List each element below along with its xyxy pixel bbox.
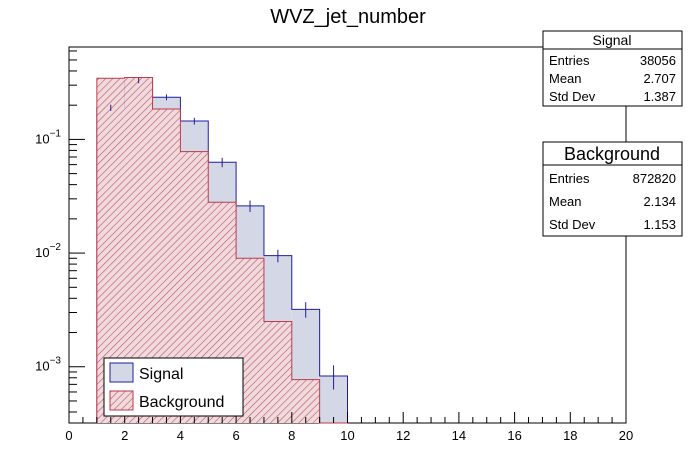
y-tick-label: 10−2 <box>35 242 61 260</box>
legend-background-swatch <box>109 390 134 411</box>
background-mean-value: 2.134 <box>643 194 676 209</box>
signal-error-bars <box>110 77 335 390</box>
legend-signal-swatch <box>109 362 134 383</box>
x-tick-label: 16 <box>507 428 521 443</box>
background-entries-value: 872820 <box>633 171 676 186</box>
legend: Signal Background <box>103 357 244 417</box>
background-stddev-value: 1.153 <box>643 217 676 232</box>
background-outline <box>96 77 348 424</box>
signal-entries-value: 38056 <box>640 53 676 68</box>
x-tick-label: 6 <box>232 428 239 443</box>
x-tick-label: 12 <box>396 428 410 443</box>
chart-title: WVZ_jet_number <box>270 6 426 28</box>
signal-stats-box: Signal Entries 38056 Mean 2.707 Std Dev … <box>542 30 683 107</box>
background-mean-label: Mean <box>549 194 582 209</box>
x-tick-label: 10 <box>340 428 354 443</box>
y-tick-label: 10−3 <box>35 356 61 374</box>
x-tick-label: 8 <box>288 428 295 443</box>
axes: 0 2 4 6 8 10 12 14 16 18 20 10−1 10−2 10−3 <box>35 50 633 443</box>
background-stddev-label: Std Dev <box>549 217 596 232</box>
x-tick-label: 0 <box>65 428 72 443</box>
signal-stddev-label: Std Dev <box>549 89 596 104</box>
x-tick-label: 18 <box>563 428 577 443</box>
signal-mean-value: 2.707 <box>643 71 676 86</box>
x-tick-label: 14 <box>452 428 466 443</box>
signal-stats-title: Signal <box>593 32 632 48</box>
background-entries-label: Entries <box>549 171 590 186</box>
signal-stddev-value: 1.387 <box>643 89 676 104</box>
legend-signal-label: Signal <box>139 366 183 383</box>
signal-mean-label: Mean <box>549 71 582 86</box>
x-tick-label: 2 <box>121 428 128 443</box>
background-stats-title: Background <box>564 144 660 164</box>
legend-background-label: Background <box>139 394 224 411</box>
x-tick-label: 20 <box>619 428 633 443</box>
background-stats-box: Background Entries 872820 Mean 2.134 Std… <box>542 141 683 237</box>
background-bar <box>291 379 320 423</box>
background-bar <box>263 321 292 423</box>
x-tick-label: 4 <box>177 428 184 443</box>
y-tick-label: 10−1 <box>35 128 61 146</box>
signal-entries-label: Entries <box>549 53 590 68</box>
